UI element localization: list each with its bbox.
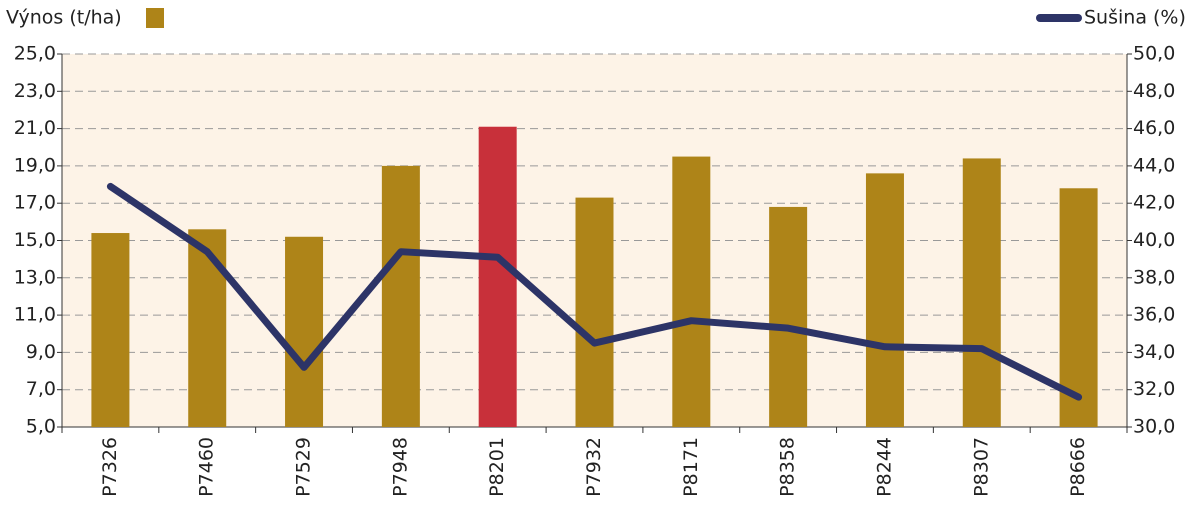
y-tick-label: 19,0 (14, 154, 56, 176)
x-tick-label: P8358 (777, 437, 799, 497)
y2-tick-label: 30,0 (1133, 416, 1175, 438)
x-tick-label: P7529 (293, 437, 315, 497)
y2-tick-label: 44,0 (1133, 154, 1175, 176)
x-tick-label: P8171 (680, 437, 702, 497)
bar (575, 197, 614, 427)
x-tick-label: P7460 (196, 437, 218, 497)
y2-tick-label: 34,0 (1133, 341, 1175, 363)
bar (962, 158, 1001, 427)
y-tick-label: 13,0 (14, 266, 56, 288)
x-tick-label: P8244 (873, 437, 895, 497)
bar (188, 229, 227, 427)
y2-tick-label: 42,0 (1133, 192, 1175, 214)
bar (769, 206, 808, 427)
y-tick-label: 23,0 (14, 80, 56, 102)
x-tick-label: P8307 (970, 437, 992, 497)
bar (478, 126, 517, 428)
y-tick-label: 5,0 (26, 416, 56, 438)
y-tick-label: 7,0 (26, 378, 56, 400)
x-tick-label: P7948 (389, 437, 411, 497)
legend-swatch (146, 8, 164, 28)
x-tick-label: P7326 (99, 437, 121, 497)
y2-tick-label: 36,0 (1133, 304, 1175, 326)
bar (381, 165, 420, 427)
x-tick-label: P7932 (583, 437, 605, 497)
bar (672, 156, 711, 427)
y2-tick-label: 38,0 (1133, 266, 1175, 288)
x-tick-label: P8666 (1067, 437, 1089, 497)
y-tick-label: 15,0 (14, 229, 56, 251)
y2-tick-label: 46,0 (1133, 117, 1175, 139)
y2-tick-label: 50,0 (1133, 43, 1175, 65)
y-tick-label: 25,0 (14, 43, 56, 65)
y-tick-label: 17,0 (14, 192, 56, 214)
bar (285, 236, 324, 427)
y-tick-label: 11,0 (14, 304, 56, 326)
y2-tick-label: 48,0 (1133, 80, 1175, 102)
bar (91, 233, 130, 427)
y-tick-label: 21,0 (14, 117, 56, 139)
y-tick-label: 9,0 (26, 341, 56, 363)
y2-tick-label: 40,0 (1133, 229, 1175, 251)
legend-label: Sušina (%) (1084, 7, 1186, 29)
bar (865, 173, 904, 427)
line (106, 182, 1083, 401)
legend-label: Výnos (t/ha) (6, 7, 122, 29)
y2-tick-label: 32,0 (1133, 378, 1175, 400)
x-tick-label: P8201 (486, 437, 508, 497)
